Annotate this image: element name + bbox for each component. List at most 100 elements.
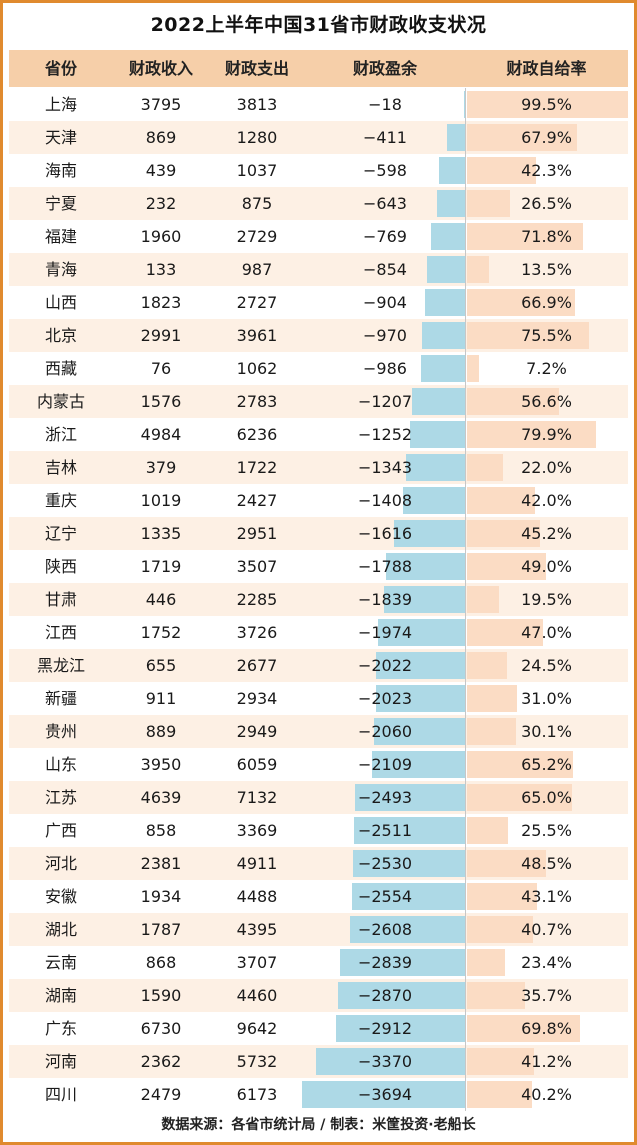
cell-province: 湖南 [44, 986, 77, 1005]
surplus-bar [339, 949, 465, 976]
cell-expenditure: 6236 [236, 425, 278, 444]
cell-ratio: 24.5% [521, 656, 572, 675]
cell-ratio: 99.5% [521, 95, 572, 114]
surplus-bar [393, 520, 465, 547]
ratio-bar [467, 454, 503, 481]
cell-expenditure: 2727 [236, 293, 278, 312]
table-row: 贵州 889 2949 −2060 30.1% [9, 715, 628, 748]
surplus-bar [411, 388, 465, 415]
cell-expenditure: 6059 [236, 755, 278, 774]
cell-province: 上海 [44, 95, 77, 114]
table-row: 河南 2362 5732 −3370 41.2% [9, 1045, 628, 1078]
cell-revenue: 446 [145, 590, 177, 609]
cell-expenditure: 3507 [236, 557, 278, 576]
cell-revenue: 133 [145, 260, 177, 279]
ratio-bar [467, 916, 533, 943]
ratio-bar [467, 1015, 581, 1042]
header-province: 省份 [44, 59, 77, 78]
cell-revenue: 1719 [140, 557, 182, 576]
cell-ratio: 19.5% [521, 590, 572, 609]
cell-province: 甘肃 [44, 590, 77, 609]
cell-revenue: 1576 [140, 392, 182, 411]
cell-expenditure: 2951 [236, 524, 278, 543]
cell-revenue: 76 [150, 359, 172, 378]
cell-ratio: 79.9% [521, 425, 572, 444]
cell-surplus: −1343 [357, 458, 413, 477]
cell-revenue: 6730 [140, 1019, 182, 1038]
cell-ratio: 49.0% [521, 557, 572, 576]
cell-surplus: −411 [363, 128, 407, 147]
cell-province: 陕西 [44, 557, 77, 576]
cell-expenditure: 2677 [236, 656, 278, 675]
surplus-bar [375, 652, 465, 679]
table-row: 四川 2479 6173 −3694 40.2% [9, 1078, 628, 1111]
cell-province: 河北 [44, 854, 77, 873]
cell-ratio: 75.5% [521, 326, 572, 345]
table-row: 山东 3950 6059 −2109 65.2% [9, 748, 628, 781]
table-row: 辽宁 1335 2951 −1616 45.2% [9, 517, 628, 550]
ratio-bar [467, 124, 577, 151]
cell-province: 贵州 [44, 722, 77, 741]
cell-ratio: 69.8% [521, 1019, 572, 1038]
ratio-bar [467, 718, 516, 745]
table-row: 内蒙古 1576 2783 −1207 56.6% [9, 385, 628, 418]
table-row: 江西 1752 3726 −1974 47.0% [9, 616, 628, 649]
table-row: 宁夏 232 875 −643 26.5% [9, 187, 628, 220]
cell-surplus: −1616 [357, 524, 413, 543]
cell-province: 广东 [44, 1019, 77, 1038]
cell-revenue: 1960 [140, 227, 182, 246]
table-row: 河北 2381 4911 −2530 48.5% [9, 847, 628, 880]
cell-expenditure: 2934 [236, 689, 278, 708]
cell-revenue: 2479 [140, 1085, 182, 1104]
table-header: 省份 财政收入 财政支出 财政盈余 财政自给率 [9, 50, 628, 87]
table-row: 天津 869 1280 −411 67.9% [9, 121, 628, 154]
cell-revenue: 1019 [140, 491, 182, 510]
cell-ratio: 26.5% [521, 194, 572, 213]
ratio-bar [467, 982, 525, 1009]
cell-revenue: 1823 [140, 293, 182, 312]
cell-expenditure: 3813 [236, 95, 278, 114]
cell-surplus: −643 [363, 194, 407, 213]
surplus-bar [431, 223, 465, 250]
cell-province: 山东 [44, 755, 77, 774]
surplus-bar [438, 157, 465, 184]
cell-revenue: 4984 [140, 425, 182, 444]
ratio-bar [467, 190, 510, 217]
cell-province: 福建 [44, 227, 77, 246]
cell-expenditure: 2285 [236, 590, 278, 609]
header-revenue: 财政收入 [128, 59, 193, 78]
source-note: 数据来源：各省市统计局 / 制表：米筐投资·老船长 [161, 1117, 476, 1133]
table-row: 广西 858 3369 −2511 25.5% [9, 814, 628, 847]
cell-revenue: 1787 [140, 920, 182, 939]
cell-ratio: 71.8% [521, 227, 572, 246]
cell-revenue: 439 [145, 161, 177, 180]
cell-expenditure: 9642 [236, 1019, 278, 1038]
surplus-bar [375, 685, 465, 712]
cell-surplus: −2493 [357, 788, 413, 807]
cell-expenditure: 4911 [236, 854, 278, 873]
ratio-bar [467, 256, 489, 283]
surplus-bar [383, 586, 465, 613]
surplus-bar [425, 289, 465, 316]
cell-revenue: 655 [145, 656, 177, 675]
cell-expenditure: 3707 [236, 953, 278, 972]
cell-surplus: −1408 [357, 491, 413, 510]
cell-expenditure: 1280 [236, 128, 278, 147]
cell-province: 江西 [44, 623, 77, 642]
header-ratio: 财政自给率 [506, 59, 587, 78]
table-row: 黑龙江 655 2677 −2022 24.5% [9, 649, 628, 682]
surplus-bar [385, 553, 465, 580]
cell-surplus: −2839 [357, 953, 413, 972]
cell-province: 四川 [44, 1085, 77, 1104]
cell-surplus: −904 [363, 293, 407, 312]
cell-ratio: 65.0% [521, 788, 572, 807]
table-row: 安徽 1934 4488 −2554 43.1% [9, 880, 628, 913]
table-row: 湖北 1787 4395 −2608 40.7% [9, 913, 628, 946]
cell-province: 天津 [44, 128, 77, 147]
surplus-bar [446, 124, 465, 151]
cell-surplus: −2912 [357, 1019, 413, 1038]
cell-surplus: −2060 [357, 722, 413, 741]
cell-surplus: −1839 [357, 590, 413, 609]
cell-province: 安徽 [44, 887, 77, 906]
cell-ratio: 42.3% [521, 161, 572, 180]
